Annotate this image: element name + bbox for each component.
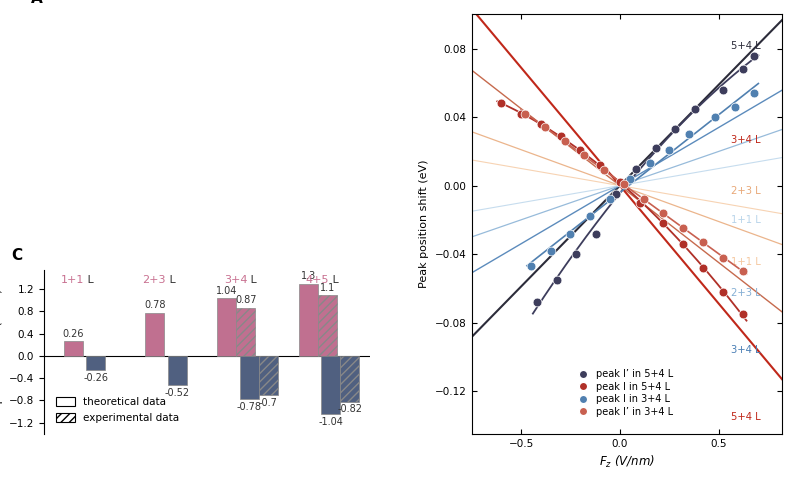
Bar <box>218 298 237 356</box>
Text: 1.04: 1.04 <box>216 286 237 296</box>
Point <box>594 161 607 169</box>
Text: 1+1 L: 1+1 L <box>730 257 761 267</box>
Text: 5+4 L: 5+4 L <box>730 412 761 422</box>
Bar <box>340 356 359 402</box>
Point <box>584 213 596 220</box>
Text: -0.78: -0.78 <box>237 402 262 412</box>
Bar <box>259 356 278 395</box>
Point <box>623 175 636 183</box>
Text: L: L <box>248 275 257 285</box>
Point <box>716 288 729 295</box>
Point <box>736 268 749 275</box>
Point <box>657 219 670 227</box>
Bar <box>86 356 105 370</box>
Text: 2+3: 2+3 <box>142 275 166 285</box>
Point <box>669 125 681 133</box>
Point <box>638 196 650 203</box>
Y-axis label: Peak position shift (eV): Peak position shift (eV) <box>419 160 430 288</box>
Bar <box>168 356 187 385</box>
Point <box>525 262 538 270</box>
Bar <box>145 312 164 356</box>
Y-axis label: Dipole moment (e nm): Dipole moment (e nm) <box>0 289 3 415</box>
Point <box>676 225 689 232</box>
Point <box>688 105 701 112</box>
Bar <box>321 356 340 414</box>
Point <box>554 132 567 140</box>
Point <box>603 196 616 203</box>
Legend: peak I’ in 5+4 L, peak I in 5+4 L, peak I in 3+4 L, peak I’ in 3+4 L: peak I’ in 5+4 L, peak I in 5+4 L, peak … <box>569 365 677 421</box>
Text: 0.26: 0.26 <box>63 329 84 339</box>
Point <box>534 120 547 128</box>
Point <box>643 160 656 167</box>
Point <box>515 110 527 118</box>
Text: 5+4 L: 5+4 L <box>730 41 761 51</box>
Point <box>545 247 557 254</box>
Point <box>610 190 622 198</box>
Text: 3+4: 3+4 <box>224 275 248 285</box>
Bar <box>299 283 318 356</box>
Text: 3+4 L: 3+4 L <box>730 135 761 145</box>
Text: C: C <box>11 248 22 263</box>
Point <box>696 264 709 272</box>
Bar <box>318 295 337 356</box>
Point <box>649 144 662 152</box>
Point <box>558 137 571 145</box>
Text: L: L <box>84 275 94 285</box>
X-axis label: $F_z$ (V/nm): $F_z$ (V/nm) <box>599 454 655 470</box>
Point <box>663 146 676 154</box>
Text: -0.52: -0.52 <box>164 388 190 398</box>
Bar <box>237 308 255 356</box>
Text: 3+4 L: 3+4 L <box>730 345 761 355</box>
Point <box>716 86 729 94</box>
Point <box>683 131 696 138</box>
Point <box>550 276 563 283</box>
Point <box>736 66 749 73</box>
Point <box>748 52 761 59</box>
Point <box>590 230 603 238</box>
Point <box>570 250 583 258</box>
Text: 2+3 L: 2+3 L <box>730 186 761 196</box>
Point <box>676 240 689 248</box>
Point <box>657 209 670 217</box>
Point <box>614 178 626 186</box>
Legend: theoretical data, experimental data: theoretical data, experimental data <box>52 393 183 427</box>
Text: 1.3: 1.3 <box>301 271 316 281</box>
Point <box>518 110 531 118</box>
Text: 0.78: 0.78 <box>144 300 165 310</box>
Text: 1.1: 1.1 <box>320 282 335 293</box>
Point <box>748 89 761 97</box>
Text: 0.87: 0.87 <box>235 295 256 305</box>
Text: B: B <box>450 0 461 2</box>
Text: 1+1: 1+1 <box>61 275 84 285</box>
Point <box>716 254 729 261</box>
Point <box>530 298 543 306</box>
Bar <box>240 356 259 399</box>
Text: L: L <box>329 275 339 285</box>
Text: -0.82: -0.82 <box>337 404 362 415</box>
Text: 2+3 L: 2+3 L <box>730 288 761 298</box>
Point <box>618 180 630 188</box>
Point <box>630 165 642 173</box>
Point <box>598 166 611 174</box>
Point <box>574 146 587 154</box>
Text: -0.26: -0.26 <box>83 373 108 383</box>
Point <box>728 103 741 111</box>
Point <box>495 100 507 107</box>
Point <box>736 310 749 318</box>
Text: 4+5: 4+5 <box>306 275 329 285</box>
Text: A: A <box>31 0 42 6</box>
Text: -1.04: -1.04 <box>318 416 343 427</box>
Point <box>696 238 709 246</box>
Text: L: L <box>166 275 175 285</box>
Point <box>578 151 591 159</box>
Text: 1+1 L: 1+1 L <box>730 215 761 225</box>
Text: -0.7: -0.7 <box>259 398 278 408</box>
Bar <box>64 341 83 356</box>
Point <box>708 113 721 121</box>
Point <box>564 230 576 238</box>
Point <box>538 123 551 131</box>
Point <box>634 199 646 207</box>
